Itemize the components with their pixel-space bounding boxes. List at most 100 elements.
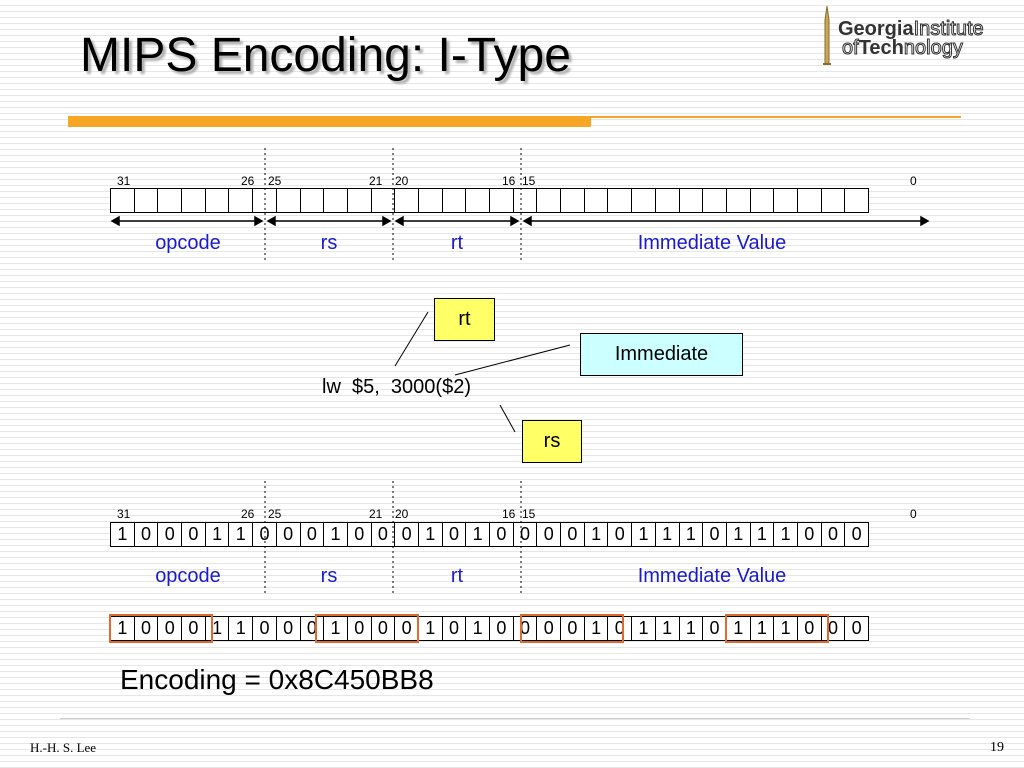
logo-word-tech: Tech [858,37,904,59]
bit-label: 16 [502,507,516,521]
bit-label: 0 [910,507,917,521]
instruction-text: lw $5, 3000($2) [322,376,471,398]
bit-cell: 1 [725,616,751,641]
bit-cell: 1 [465,616,490,641]
title-underline-bar [68,116,591,127]
bit-cell: 1 [465,522,490,547]
field-label-rs: rs [320,232,338,254]
bit-cell [275,188,301,213]
bit-cell: 0 [275,522,301,547]
bit-cell: 0 [489,616,514,641]
hex-nibble-group [315,614,419,643]
bit-cell: 0 [844,522,869,547]
bit-cell: 0 [346,616,372,641]
bit-label: 26 [241,174,255,188]
bit-cell: 0 [370,616,396,641]
bit-cell: 0 [607,616,633,641]
bit-cell: 0 [536,616,562,641]
bit-cell [346,188,372,213]
bit-label: 20 [395,507,409,521]
bit-cell: 1 [110,522,135,547]
bit-label: 15 [522,507,536,521]
bit-label: 20 [395,174,409,188]
field-label-opcode: opcode [155,232,221,254]
field-arrows-bottom [264,481,522,595]
footer-divider [60,718,970,719]
bit-cell [773,188,798,213]
bit-cell: 0 [181,616,206,641]
bit-cell: 0 [512,522,538,547]
bit-cell: 1 [228,616,254,641]
bit-cell [844,188,869,213]
bit-cell [110,188,135,213]
hex-nibble-group [725,614,829,643]
bit-label: 26 [241,507,255,521]
bit-cell: 0 [275,616,301,641]
bit-cell: 0 [489,522,514,547]
bit-cell [489,188,514,213]
bit-cell: 0 [299,522,325,547]
bit-cell: 1 [417,522,443,547]
callout-rt-box: rt [434,298,495,341]
encoding-result: Encoding = 0x8C450BB8 [120,664,434,695]
bit-label: 15 [522,174,536,188]
bit-label: 21 [369,507,383,521]
bit-cell [725,188,751,213]
bit-cell: 0 [252,616,277,641]
slide-title: MIPS Encoding: I-Type [80,29,571,82]
field-label-immediate: Immediate Value [637,232,787,254]
bit-cell: 1 [749,522,775,547]
empty-bit-row [110,188,869,213]
bit-cell: 0 [370,522,396,547]
bit-cell: 1 [678,616,704,641]
field-label-rs: rs [320,565,338,587]
bit-cell [228,188,254,213]
bit-cell: 0 [133,616,159,641]
bit-cell: 1 [228,522,254,547]
bit-cell: 1 [417,616,443,641]
bit-cell: 0 [346,522,372,547]
bit-cell: 1 [583,522,609,547]
bit-label: 16 [502,174,516,188]
callout-immediate-box: Immediate [580,333,743,376]
bit-cell: 0 [133,522,159,547]
logo-word-georgia: Georgia [838,18,914,40]
bit-cell [583,188,609,213]
bit-cell: 0 [560,616,585,641]
bit-cell: 0 [441,616,467,641]
bit-cell [512,188,538,213]
hex-nibble-group [520,614,624,643]
field-arrows-top [110,148,930,262]
logo-word-nology: nology [903,37,963,59]
bit-cell: 0 [820,616,846,641]
bit-label: 31 [117,507,131,521]
field-label-opcode: opcode [155,565,221,587]
bit-label: 25 [268,507,282,521]
bit-cell: 0 [560,522,585,547]
tower-icon [823,6,831,65]
bit-label: 31 [117,174,131,188]
bit-cell [749,188,775,213]
bit-cell: 0 [702,616,727,641]
bit-cell [820,188,846,213]
bit-cell [133,188,159,213]
bit-cell [204,188,230,213]
bit-cell: 1 [654,616,680,641]
bit-cell: 0 [702,522,727,547]
bit-cell: 0 [512,616,538,641]
bit-cell [560,188,585,213]
bit-cell: 0 [252,522,277,547]
logo-word-of: of [842,37,860,59]
bit-cell: 0 [844,616,869,641]
bit-cell: 1 [204,616,230,641]
bit-label: 25 [268,174,282,188]
footer-author: H.-H. S. Lee [30,740,97,755]
bit-label: 0 [910,174,917,188]
field-label-rt: rt [450,232,464,254]
bit-cell: 0 [181,522,206,547]
page-number: 19 [990,740,1004,755]
hex-nibble-group [109,614,213,643]
bit-cell: 1 [204,522,230,547]
